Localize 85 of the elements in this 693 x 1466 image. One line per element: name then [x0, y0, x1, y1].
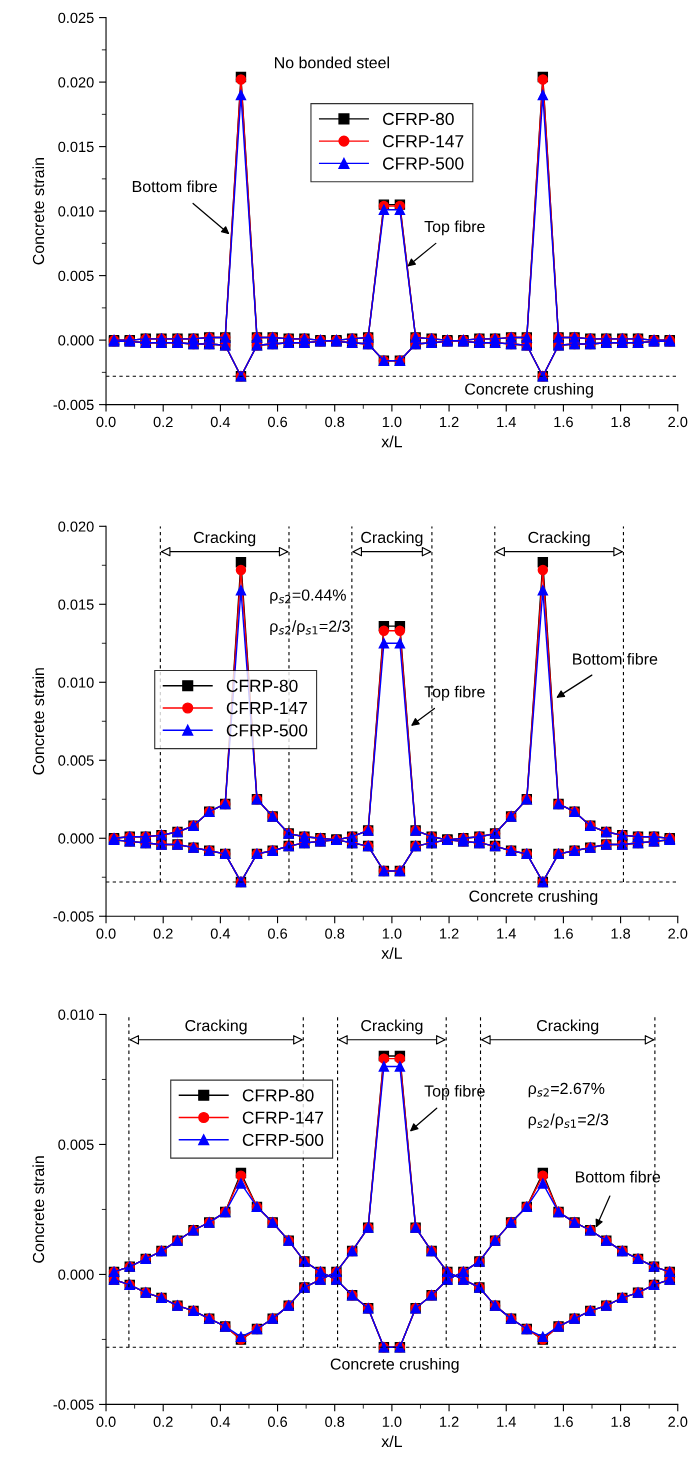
legend-label: CFRP-500 [242, 1133, 324, 1147]
x-tick-label: 1.6 [554, 416, 573, 428]
legend-label: CFRP-80 [242, 1089, 314, 1102]
annotation: No bonded steel [275, 56, 389, 69]
y-tick-label: 0.010 [58, 677, 94, 688]
x-tick-label: 1.0 [382, 928, 402, 939]
y-tick-label: 0.005 [58, 755, 94, 766]
x-tick-label: 0.6 [267, 928, 288, 939]
x-axis-title: x/L [381, 947, 403, 959]
x-tick-label: 1.8 [611, 928, 631, 939]
x-tick-label: 1.8 [611, 1416, 631, 1427]
y-axis-title: Concrete strain [32, 668, 45, 775]
x-tick-label: 1.2 [440, 1416, 459, 1427]
annotation: Top fibre [424, 685, 485, 701]
y-tick-label: -0.005 [53, 1399, 94, 1410]
x-tick-label: 0.0 [96, 1416, 116, 1427]
annotation: Cracking [361, 531, 423, 547]
annotation: Cracking [193, 531, 256, 547]
y-tick-label: 0.005 [58, 1139, 94, 1150]
x-tick-label: 0.0 [96, 928, 116, 939]
x-tick-label: 0.0 [96, 416, 116, 428]
x-tick-label: 0.2 [153, 1416, 173, 1427]
annotation: Cracking [528, 531, 590, 547]
ref-line-label: Concrete crushing [465, 382, 593, 398]
annotation: Cracking [185, 1019, 247, 1035]
ref-line-label: Concrete crushing [469, 890, 598, 905]
legend-label: CFRP-500 [383, 157, 464, 170]
y-tick-label: 0.015 [58, 599, 94, 610]
annotation: Cracking [537, 1019, 599, 1035]
x-tick-label: 1.4 [497, 416, 516, 427]
legend-label: CFRP-80 [383, 112, 454, 126]
y-tick-label: 0.015 [58, 141, 94, 153]
x-tick-label: 0.8 [325, 1416, 345, 1427]
y-tick-label: 0.025 [58, 12, 94, 24]
annotation: Top fibre [424, 220, 485, 236]
y-axis-title: Concrete strain [32, 1156, 45, 1263]
annotation: ρ$_{s2}$/ρ$_{s1}$=2/3 [270, 620, 350, 636]
y-tick-label: 0.000 [58, 1269, 94, 1280]
legend-label: CFRP-80 [226, 679, 298, 692]
x-tick-label: 1.0 [382, 416, 402, 428]
x-tick-label: 0.2 [153, 928, 173, 939]
ref-line-label: Concrete crushing [330, 1357, 459, 1373]
annotation: ρ$_{s2}$=0.44% [270, 589, 346, 604]
x-tick-label: 0.6 [267, 416, 288, 428]
y-tick-label: 0.020 [58, 521, 94, 532]
x-tick-label: 0.4 [210, 416, 231, 428]
annotation: Cracking [361, 1019, 423, 1035]
annotation: ρ$_{s2}$=2.67% [528, 1082, 605, 1098]
y-tick-label: 0.010 [58, 1009, 94, 1020]
x-tick-label: 1.0 [382, 1416, 402, 1427]
annotation: ρ$_{s2}$/ρ$_{s1}$=2/3 [528, 1113, 609, 1129]
x-tick-label: 1.2 [440, 416, 459, 427]
x-tick-label: 0.4 [210, 1416, 231, 1427]
x-axis-title: x/L [381, 1435, 403, 1448]
x-tick-label: 1.4 [497, 928, 516, 939]
y-tick-label: 0.010 [58, 206, 94, 217]
legend-label: CFRP-147 [242, 1111, 324, 1124]
x-tick-label: 2.0 [668, 928, 688, 939]
x-tick-label: 1.6 [554, 1416, 573, 1427]
x-tick-label: 2.0 [668, 1416, 688, 1427]
y-tick-label: -0.005 [53, 911, 94, 922]
x-axis-title: x/L [381, 435, 403, 448]
x-tick-label: 0.6 [267, 1416, 288, 1427]
y-tick-label: 0.020 [58, 77, 94, 88]
legend-label: CFRP-147 [226, 701, 308, 715]
annotation: Top fibre [424, 1085, 485, 1100]
x-tick-label: 1.8 [611, 416, 631, 428]
x-tick-label: 0.8 [325, 928, 345, 939]
x-tick-label: 0.8 [325, 416, 345, 428]
x-tick-label: 1.4 [497, 1416, 516, 1427]
y-tick-label: 0.000 [58, 335, 94, 346]
x-tick-label: 1.6 [554, 928, 573, 939]
annotation: Bottom fibre [132, 180, 217, 193]
x-tick-label: 1.2 [440, 928, 459, 939]
x-tick-label: 0.2 [153, 416, 173, 428]
annotation: Bottom fibre [573, 652, 658, 665]
y-tick-label: 0.000 [58, 833, 94, 844]
x-tick-label: 0.4 [210, 928, 231, 939]
y-tick-label: 0.005 [58, 270, 94, 282]
legend-label: CFRP-500 [226, 724, 308, 737]
y-axis-title: Concrete strain [32, 157, 45, 265]
annotation: Bottom fibre [575, 1170, 661, 1183]
legend-label: CFRP-147 [383, 135, 464, 148]
x-tick-label: 2.0 [668, 416, 688, 428]
y-tick-label: -0.005 [53, 399, 94, 411]
